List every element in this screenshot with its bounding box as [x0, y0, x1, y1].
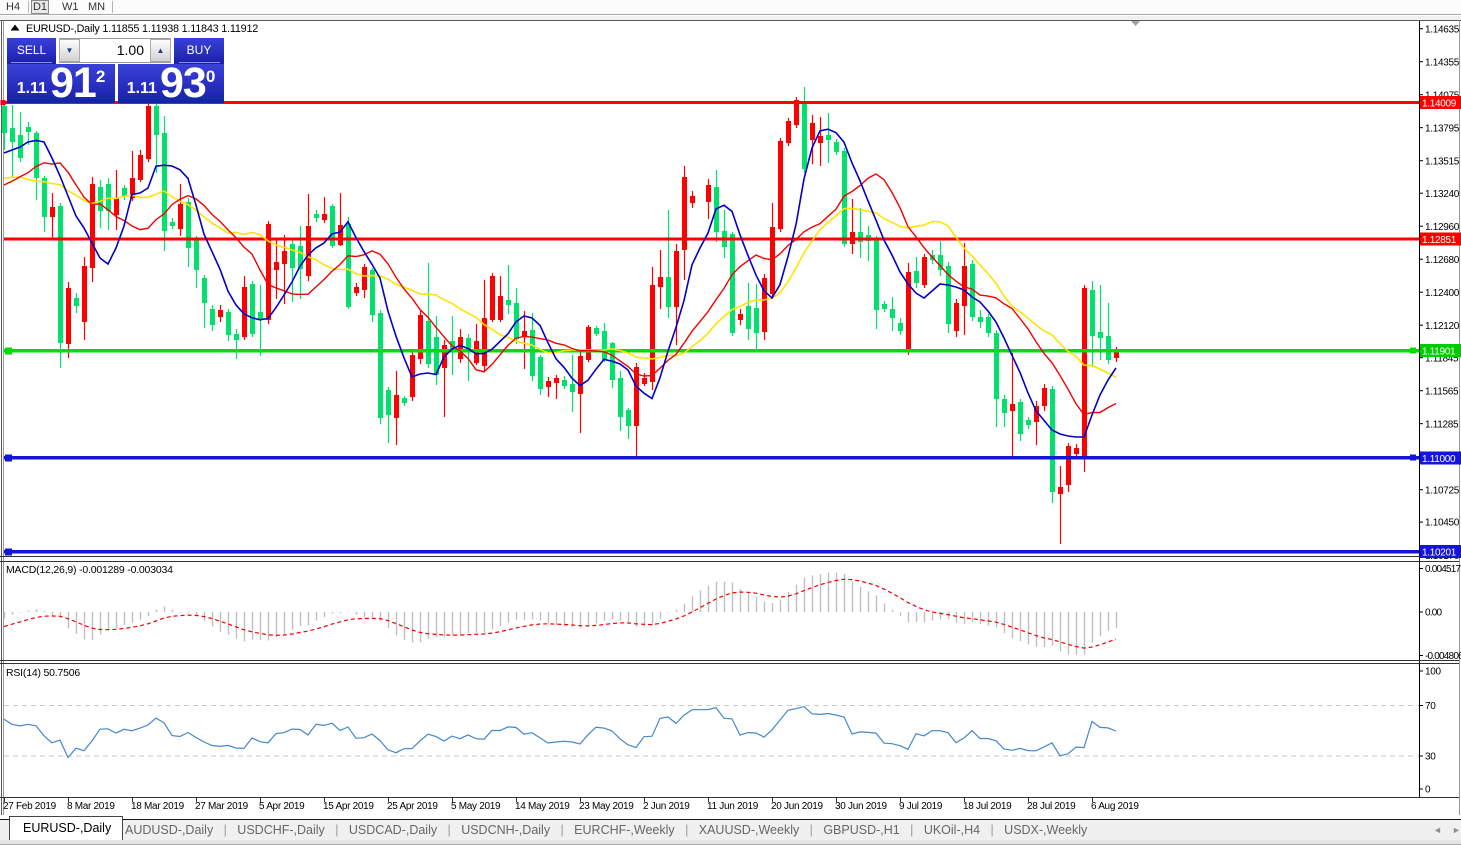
svg-text:20 Jun 2019: 20 Jun 2019 — [771, 801, 823, 812]
svg-text:-0.004806: -0.004806 — [1425, 651, 1461, 662]
svg-text:27 Feb 2019: 27 Feb 2019 — [3, 801, 57, 812]
svg-text:1.11901: 1.11901 — [1422, 346, 1456, 357]
svg-text:9 Jul 2019: 9 Jul 2019 — [899, 801, 943, 812]
svg-text:1.14075: 1.14075 — [1425, 90, 1460, 101]
svg-text:1.11565: 1.11565 — [1425, 386, 1459, 397]
svg-text:1.12680: 1.12680 — [1425, 255, 1460, 266]
svg-text:14 May 2019: 14 May 2019 — [515, 801, 570, 812]
svg-text:8 Mar 2019: 8 Mar 2019 — [67, 801, 115, 812]
svg-text:30: 30 — [1425, 752, 1436, 763]
svg-text:1.11845: 1.11845 — [1425, 353, 1459, 364]
svg-text:18 Mar 2019: 18 Mar 2019 — [131, 801, 185, 812]
svg-text:5 May 2019: 5 May 2019 — [451, 801, 501, 812]
svg-text:EURUSD-,Daily 1.11855 1.11938: EURUSD-,Daily 1.11855 1.11938 1.11843 1.… — [26, 23, 258, 35]
svg-text:1.11285: 1.11285 — [1425, 419, 1459, 430]
svg-text:6 Aug 2019: 6 Aug 2019 — [1091, 801, 1139, 812]
svg-text:1.10450: 1.10450 — [1425, 518, 1460, 529]
svg-text:18 Jul 2019: 18 Jul 2019 — [963, 801, 1012, 812]
svg-text:25 Apr 2019: 25 Apr 2019 — [387, 801, 438, 812]
svg-text:1.12851: 1.12851 — [1422, 235, 1457, 246]
svg-text:1.14355: 1.14355 — [1425, 57, 1460, 68]
svg-text:1.12120: 1.12120 — [1425, 321, 1460, 332]
svg-text:MACD(12,26,9) -0.001289 -0.003: MACD(12,26,9) -0.001289 -0.003034 — [6, 564, 173, 576]
svg-text:100: 100 — [1425, 667, 1442, 678]
svg-text:15 Apr 2019: 15 Apr 2019 — [323, 801, 374, 812]
svg-text:1.13795: 1.13795 — [1425, 123, 1460, 134]
svg-text:1.12960: 1.12960 — [1425, 222, 1460, 233]
svg-text:0: 0 — [1425, 785, 1431, 796]
svg-text:1.12400: 1.12400 — [1425, 288, 1460, 299]
svg-text:1.11000: 1.11000 — [1422, 454, 1456, 465]
svg-text:1.10201: 1.10201 — [1422, 547, 1457, 558]
svg-text:11 Jun 2019: 11 Jun 2019 — [707, 801, 759, 812]
svg-text:1.14009: 1.14009 — [1422, 98, 1457, 109]
svg-text:0.00: 0.00 — [1425, 608, 1443, 619]
svg-text:23 May 2019: 23 May 2019 — [579, 801, 634, 812]
svg-text:27 Mar 2019: 27 Mar 2019 — [195, 801, 249, 812]
svg-text:1.13515: 1.13515 — [1425, 156, 1460, 167]
svg-text:RSI(14) 50.7506: RSI(14) 50.7506 — [6, 667, 80, 679]
svg-text:1.14635: 1.14635 — [1425, 24, 1460, 35]
svg-text:1.13240: 1.13240 — [1425, 189, 1460, 200]
svg-text:0.004517: 0.004517 — [1425, 564, 1461, 575]
svg-text:1.10725: 1.10725 — [1425, 485, 1460, 496]
svg-text:30 Jun 2019: 30 Jun 2019 — [835, 801, 887, 812]
svg-text:28 Jul 2019: 28 Jul 2019 — [1027, 801, 1076, 812]
svg-text:70: 70 — [1425, 701, 1436, 712]
svg-text:2 Jun 2019: 2 Jun 2019 — [643, 801, 690, 812]
svg-text:5 Apr 2019: 5 Apr 2019 — [259, 801, 305, 812]
